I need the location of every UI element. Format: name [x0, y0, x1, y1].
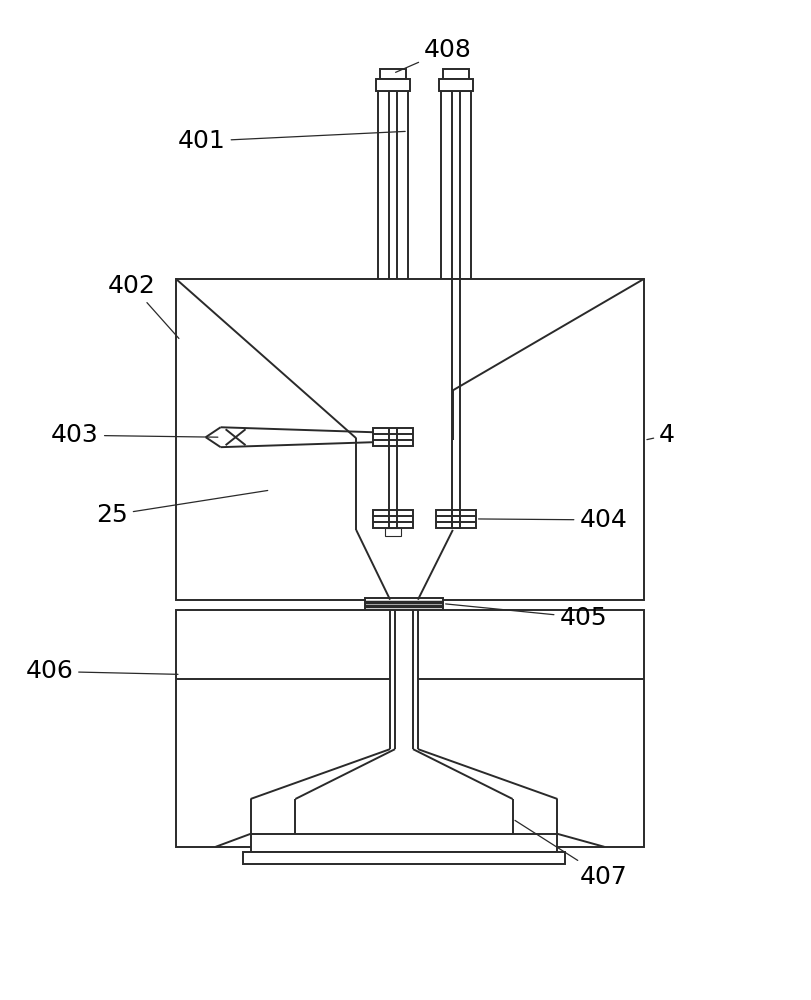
Text: 25: 25	[96, 490, 268, 527]
Text: 4: 4	[647, 423, 675, 447]
Bar	[373, 428, 413, 446]
Bar	[380, 69, 406, 79]
Text: 405: 405	[445, 604, 607, 630]
Bar	[176, 610, 644, 847]
Bar	[441, 91, 470, 279]
Bar	[242, 852, 565, 864]
Bar	[436, 510, 476, 528]
Bar	[251, 834, 557, 852]
Bar	[176, 279, 644, 600]
Text: 407: 407	[515, 820, 627, 889]
Text: 404: 404	[478, 508, 627, 532]
Bar	[376, 79, 410, 91]
Bar	[439, 79, 473, 91]
Bar	[365, 598, 443, 610]
Text: 406: 406	[25, 659, 178, 683]
Bar	[443, 69, 469, 79]
Bar	[373, 510, 413, 528]
Text: 403: 403	[51, 423, 218, 447]
Text: 408: 408	[396, 38, 472, 72]
Bar	[385, 528, 401, 536]
Bar	[452, 510, 460, 528]
Text: 401: 401	[178, 129, 406, 153]
Text: 402: 402	[108, 274, 179, 338]
Bar	[378, 91, 408, 279]
